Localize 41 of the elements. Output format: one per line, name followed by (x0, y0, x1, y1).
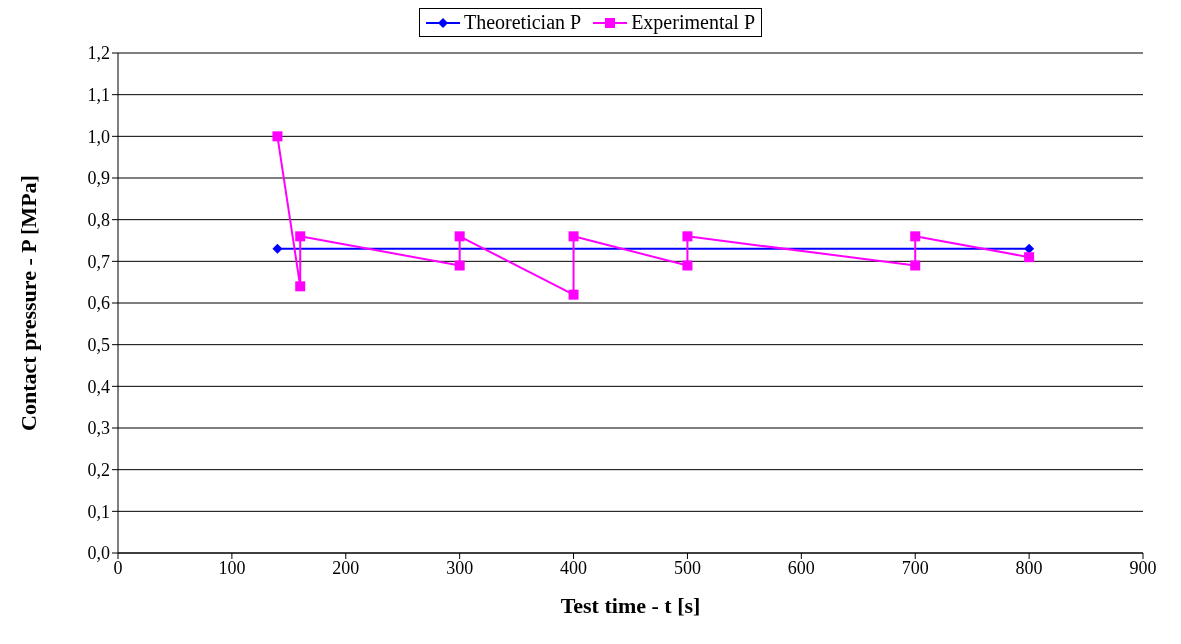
y-tick-label: 0,3 (87, 418, 110, 439)
y-tick-label: 0,7 (87, 251, 110, 272)
point (568, 289, 579, 300)
y-tick-label: 0,5 (87, 335, 110, 356)
point (910, 260, 921, 271)
point (272, 131, 283, 142)
y-tick-label: 1,0 (87, 126, 110, 147)
x-tick-label: 0 (113, 557, 123, 578)
x-tick-label: 400 (560, 557, 588, 578)
y-tick-label: 0,9 (87, 168, 110, 189)
y-tick-label: 0,8 (87, 210, 110, 231)
y-tick-label: 0,4 (87, 376, 110, 397)
point (454, 260, 465, 271)
point (295, 231, 306, 242)
y-tick-label: 0,1 (87, 501, 110, 522)
point (568, 231, 579, 242)
x-tick-label: 600 (787, 557, 815, 578)
x-axis-title: Test time - t [s] (560, 593, 701, 618)
y-tick-label: 1,2 (87, 43, 110, 64)
x-tick-label: 900 (1129, 557, 1157, 578)
y-axis-title: Contact pressure - P [MPa] (15, 175, 41, 431)
x-tick-label: 300 (446, 557, 474, 578)
point (454, 231, 465, 242)
x-tick-label: 500 (673, 557, 701, 578)
y-tick-label: 0,6 (87, 293, 110, 314)
y-tick-label: 0,0 (87, 543, 110, 564)
x-tick-label: 800 (1015, 557, 1043, 578)
x-tick-label: 100 (218, 557, 246, 578)
point (910, 231, 921, 242)
point (272, 243, 283, 254)
legend-label: Experimental P (630, 11, 756, 34)
point (1024, 243, 1035, 254)
point (1024, 252, 1035, 263)
y-tick-label: 1,1 (87, 85, 110, 106)
legend-label: Theoretician P (462, 11, 582, 34)
point (682, 260, 693, 271)
x-tick-label: 200 (332, 557, 360, 578)
y-tick-label: 0,2 (87, 460, 110, 481)
x-tick-label: 700 (901, 557, 929, 578)
point (295, 281, 306, 292)
point (682, 231, 693, 242)
